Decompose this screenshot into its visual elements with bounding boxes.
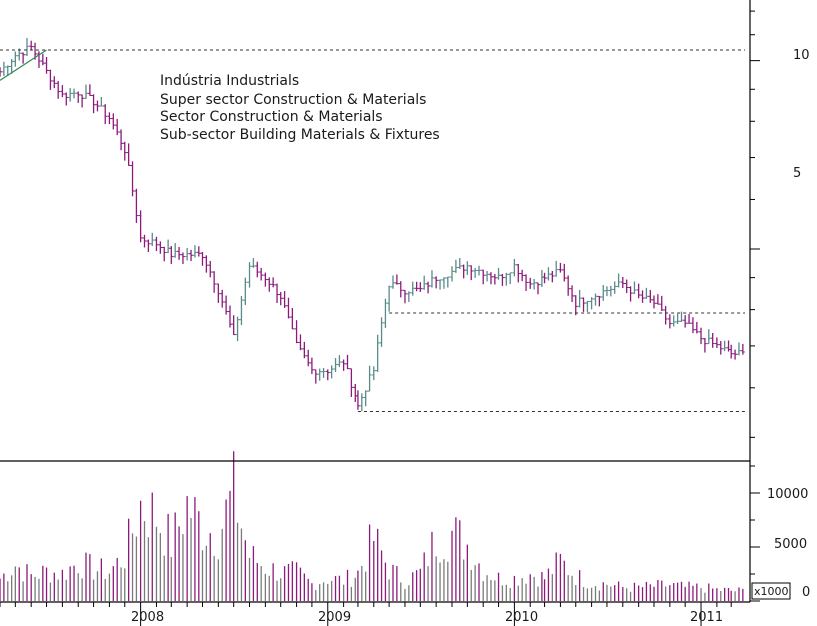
annotation-line-2: Super sector Construction & Materials — [160, 92, 426, 108]
volume-unit-label: x1000 — [754, 585, 789, 598]
volume-tick-5000: 5000 — [774, 537, 807, 552]
labels: Indústria Industrials Super sector Const… — [131, 48, 810, 625]
volume-tick-10000: 10000 — [767, 487, 808, 502]
annotation-line-3: Sector Construction & Materials — [160, 109, 383, 125]
annotation-line-1: Indústria Industrials — [160, 73, 299, 89]
annotation-line-4: Sub-sector Building Materials & Fixtures — [160, 127, 440, 143]
year-label-2008: 2008 — [131, 610, 164, 625]
volume-tick-0: 0 — [802, 585, 810, 600]
volume-panel — [0, 451, 744, 601]
year-label-2009: 2009 — [318, 610, 351, 625]
volume-unit-box — [751, 582, 791, 600]
axes — [0, 0, 760, 626]
price-panel — [0, 38, 745, 412]
price-tick-5: 5 — [793, 166, 801, 181]
trendline — [0, 49, 47, 81]
price-tick-10: 10 — [793, 48, 810, 63]
year-label-2010: 2010 — [505, 610, 538, 625]
year-label-2011: 2011 — [690, 610, 723, 625]
